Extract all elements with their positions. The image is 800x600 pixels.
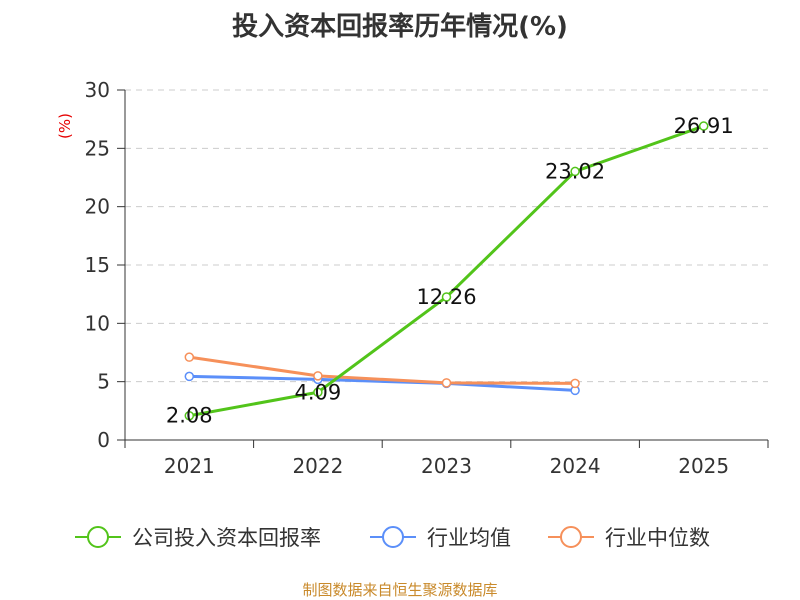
data-label: 23.02	[545, 159, 605, 183]
chart-title: 投入资本回报率历年情况(%)	[232, 12, 568, 42]
series-line	[189, 355, 576, 385]
source-note: 制图数据来自恒生聚源数据库	[302, 581, 498, 599]
x-tick-label: 2024	[550, 454, 601, 478]
data-label: 4.09	[295, 380, 342, 404]
y-tick-label: 0	[97, 428, 110, 452]
x-tick-label: 2023	[421, 454, 472, 478]
legend-marker	[87, 526, 109, 548]
y-tick-label: 15	[85, 253, 110, 277]
data-point	[441, 378, 452, 388]
y-axis-unit-label: (%)	[56, 113, 74, 139]
x-tick-label: 2025	[678, 454, 729, 478]
series-line	[189, 124, 705, 418]
data-point	[570, 166, 580, 177]
legend-marker	[560, 526, 582, 548]
y-tick-label: 10	[85, 311, 110, 335]
data-point	[184, 410, 195, 421]
data-label: 26.91	[674, 114, 734, 138]
x-tick-label: 2022	[292, 454, 343, 478]
series-line	[189, 374, 576, 392]
legend-label: 公司投入资本回报率	[132, 526, 321, 550]
y-tick-label: 20	[85, 195, 110, 219]
data-point	[441, 292, 452, 302]
y-tick-label: 30	[85, 78, 110, 102]
data-point	[313, 387, 323, 398]
data-label: 12.26	[416, 285, 476, 309]
data-point	[184, 352, 195, 362]
legend-marker	[382, 526, 404, 548]
y-tick-label: 25	[85, 136, 110, 160]
data-point	[570, 378, 580, 389]
y-tick-label: 5	[97, 370, 110, 394]
data-point	[313, 371, 323, 381]
legend-label: 行业均值	[427, 526, 511, 550]
data-label: 2.08	[166, 404, 213, 428]
data-point	[184, 371, 195, 382]
data-point	[698, 121, 709, 131]
legend-label: 行业中位数	[605, 526, 710, 550]
x-tick-label: 2021	[164, 454, 215, 478]
